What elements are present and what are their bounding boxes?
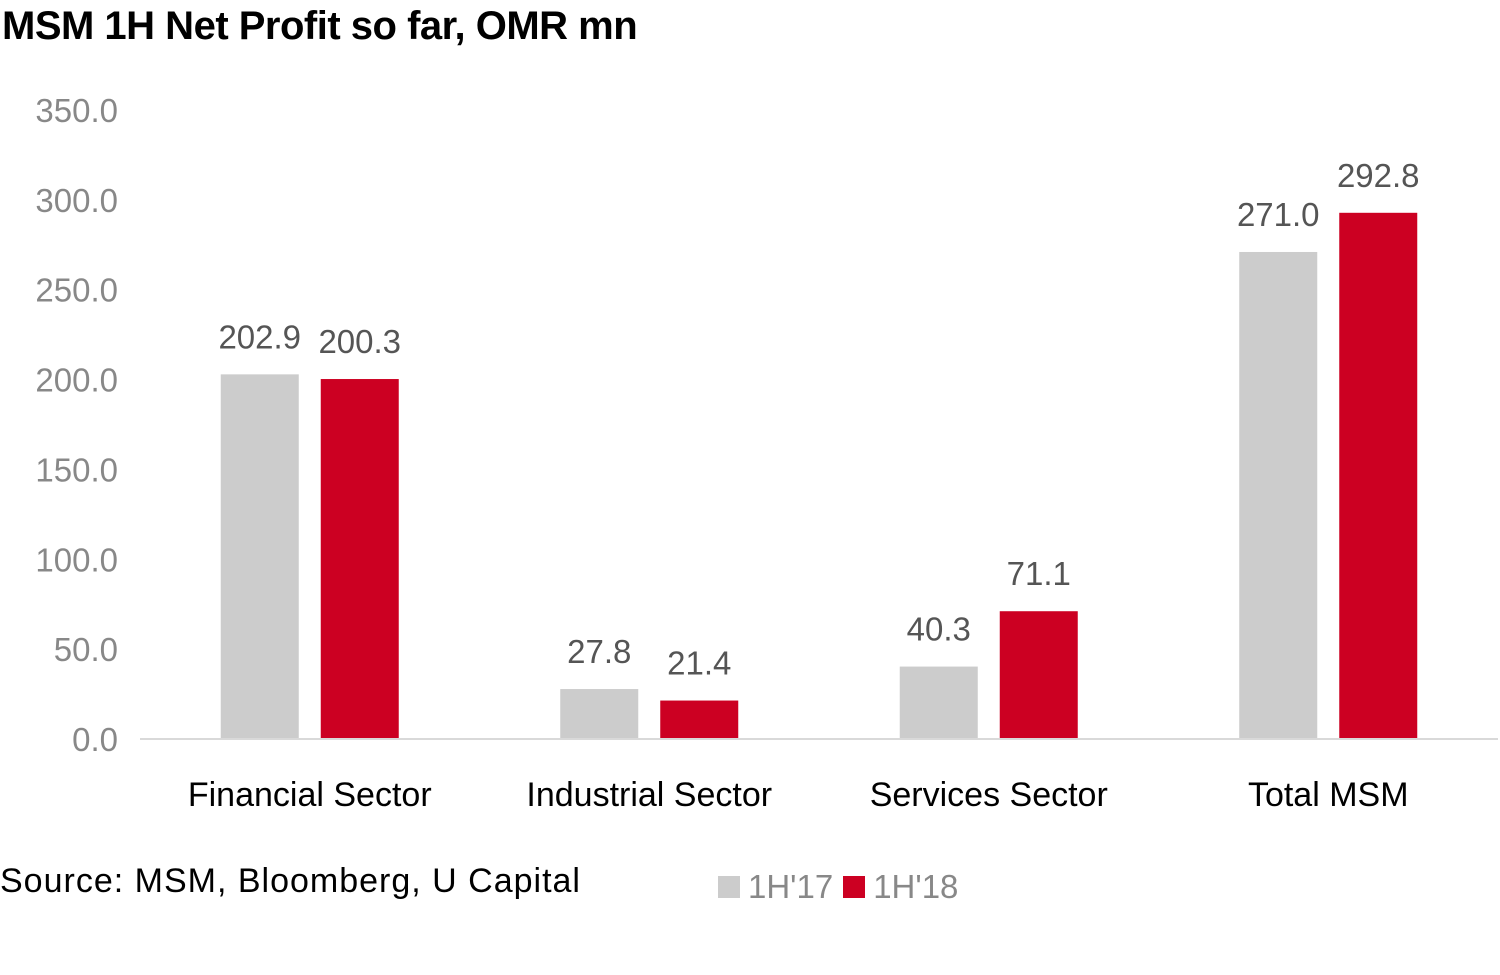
data-label: 292.8: [1337, 157, 1420, 194]
data-label: 40.3: [907, 611, 971, 648]
data-label: 71.1: [1007, 555, 1071, 592]
bar-1h17-2: [899, 666, 978, 739]
legend-item-1h18: 1H'18: [843, 868, 958, 906]
data-label: 202.9: [218, 318, 301, 355]
x-category-label: Industrial Sector: [526, 776, 772, 814]
legend-label-1h17: 1H'17: [748, 868, 834, 905]
x-category-label: Total MSM: [1248, 776, 1409, 814]
data-label: 27.8: [567, 633, 631, 670]
y-tick-label: 150.0: [35, 451, 118, 488]
x-category-label: Services Sector: [870, 776, 1108, 814]
y-tick-label: 350.0: [35, 92, 118, 129]
legend-swatch-1h18: [843, 876, 866, 898]
bars: [220, 212, 1418, 739]
bar-1h18-2: [999, 611, 1078, 739]
legend-label-1h18: 1H'18: [873, 868, 959, 905]
y-axis: 0.0 50.0 100.0 150.0 200.0 250.0 300.0 350.0: [35, 92, 118, 758]
x-axis: Financial Sector Industrial Sector Service…: [188, 776, 1409, 814]
chart-title: MSM 1H Net Profit so far, OMR mn: [2, 4, 638, 48]
data-label: 200.3: [318, 323, 401, 360]
legend-swatch-1h17: [718, 876, 740, 898]
bar-1h17-3: [1239, 251, 1318, 739]
y-tick-label: 50.0: [54, 631, 118, 668]
x-category-label: Financial Sector: [188, 776, 432, 814]
y-tick-label: 250.0: [35, 272, 118, 309]
bar-1h18-0: [320, 379, 399, 739]
data-label: 271.0: [1237, 196, 1320, 233]
bar-1h17-1: [560, 689, 639, 739]
data-labels: 202.9 200.3 27.8 21.4 40.3 71.1 271.0 292.8: [218, 157, 1419, 682]
y-tick-label: 300.0: [35, 182, 118, 219]
y-tick-label: 100.0: [35, 541, 118, 578]
legend: 1H'17 1H'18: [718, 868, 968, 906]
source-note: Source: MSM, Bloomberg, U Capital: [0, 862, 581, 900]
bar-1h18-1: [660, 700, 739, 739]
bar-1h18-3: [1339, 212, 1418, 739]
legend-item-1h17: 1H'17: [718, 868, 833, 906]
y-tick-label: 200.0: [35, 362, 118, 399]
data-label: 21.4: [667, 645, 731, 682]
bar-1h17-0: [220, 374, 299, 739]
y-tick-label: 0.0: [72, 721, 118, 758]
